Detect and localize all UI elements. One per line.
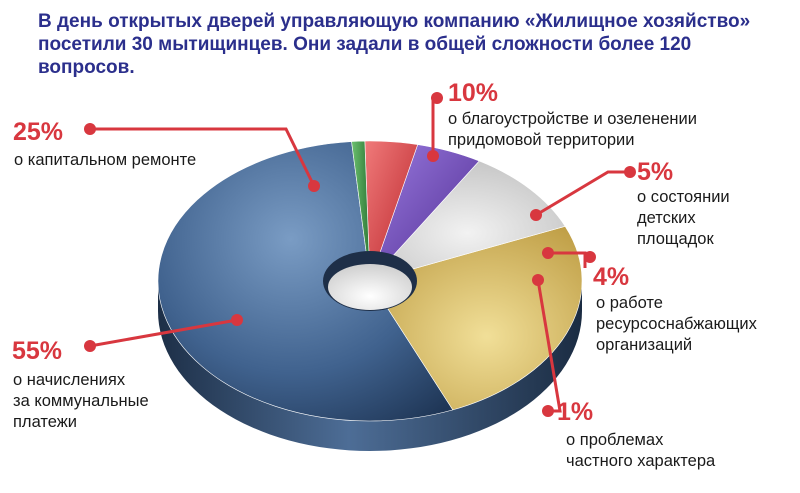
leader-line-utility-payments: [89, 318, 238, 348]
leader-dot: [542, 247, 554, 259]
slice-label-line: площадок: [637, 230, 714, 248]
pie-side-wall: [158, 281, 582, 451]
leader-dot: [532, 274, 544, 286]
slice-label-line: о капитальном ремонте: [14, 151, 197, 169]
slice-label-line: придомовой территории: [448, 131, 635, 149]
slice-label-line: за коммунальные: [13, 392, 149, 410]
pie-slice-capital-repair: [369, 225, 583, 411]
leader-dot: [427, 150, 439, 162]
slice-value-label: 25%: [13, 118, 64, 146]
slice-label-line: частного характера: [566, 452, 716, 470]
leader-dot: [84, 123, 96, 135]
donut-hole: [323, 251, 417, 311]
slice-label-line: ресурсоснабжающих: [596, 315, 757, 333]
leader-dot: [542, 405, 554, 417]
leader-line-resource-suppliers: [548, 251, 587, 268]
slice-label-line: о состоянии: [637, 188, 730, 206]
slice-label-line: о проблемах: [566, 431, 664, 449]
leader-dot: [231, 314, 243, 326]
slice-label-line: о благоустройстве и озеленении: [448, 110, 697, 128]
leader-dot: [308, 180, 320, 192]
chart-title: В день открытых дверей управляющую компа…: [38, 11, 751, 78]
slice-value-label: 10%: [448, 79, 499, 107]
slice-label-line: о работе: [596, 294, 663, 312]
leader-dot: [584, 251, 596, 263]
leader-line-capital-repair: [90, 127, 316, 187]
leader-dot: [431, 92, 443, 104]
slice-label-line: организаций: [596, 336, 693, 354]
slice-label-line: детских: [637, 209, 696, 227]
leader-dot: [530, 209, 542, 221]
slice-value-label: 5%: [637, 158, 674, 186]
slice-label-line: о начислениях: [13, 371, 126, 389]
leader-line-playgrounds: [535, 170, 627, 217]
pie-slice-landscaping: [369, 160, 566, 282]
slice-label-line: платежи: [13, 413, 77, 431]
leader-dot: [624, 166, 636, 178]
pie-slice-utility-payments: [157, 141, 454, 422]
slice-value-label: 4%: [593, 263, 630, 291]
slice-value-label: 1%: [557, 398, 594, 426]
leader-dot: [84, 340, 96, 352]
pie-slice-private-issues: [351, 140, 371, 282]
slice-value-label: 55%: [12, 337, 63, 365]
